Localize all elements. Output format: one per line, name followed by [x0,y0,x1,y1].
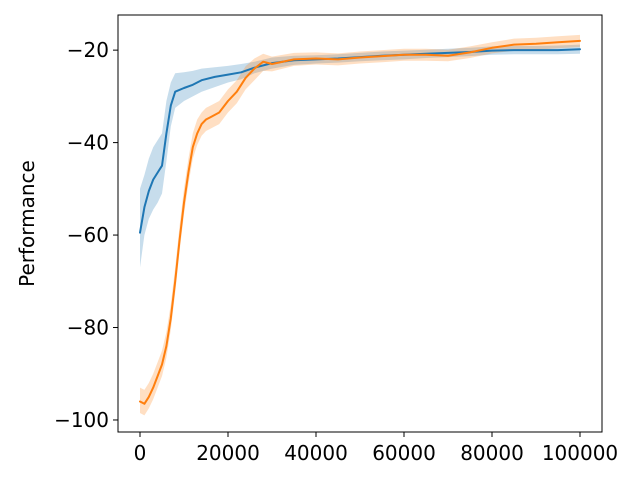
x-tick-label: 20000 [196,441,260,465]
x-tick-label: 100000 [542,441,618,465]
plot-area [117,14,603,433]
y-tick-label: −20 [67,38,109,62]
x-tick-label: 60000 [372,441,436,465]
y-axis-label: Performance [15,160,39,287]
plot-background [118,15,602,432]
series-2-line [139,39,581,405]
y-tick-label: −100 [54,408,109,432]
x-tick-label: 40000 [284,441,348,465]
y-tick-label: −60 [67,223,109,247]
y-tick-label: −80 [67,316,109,340]
x-axis: 0 20000 40000 60000 80000 100000 [134,432,618,465]
y-tick-label: −40 [67,131,109,155]
x-tick-label: 80000 [460,441,524,465]
plot-frame [117,14,603,433]
series-lines [139,39,581,405]
y-axis: −100 −80 −60 −40 −20 [54,38,118,432]
x-tick-label: 0 [134,441,147,465]
